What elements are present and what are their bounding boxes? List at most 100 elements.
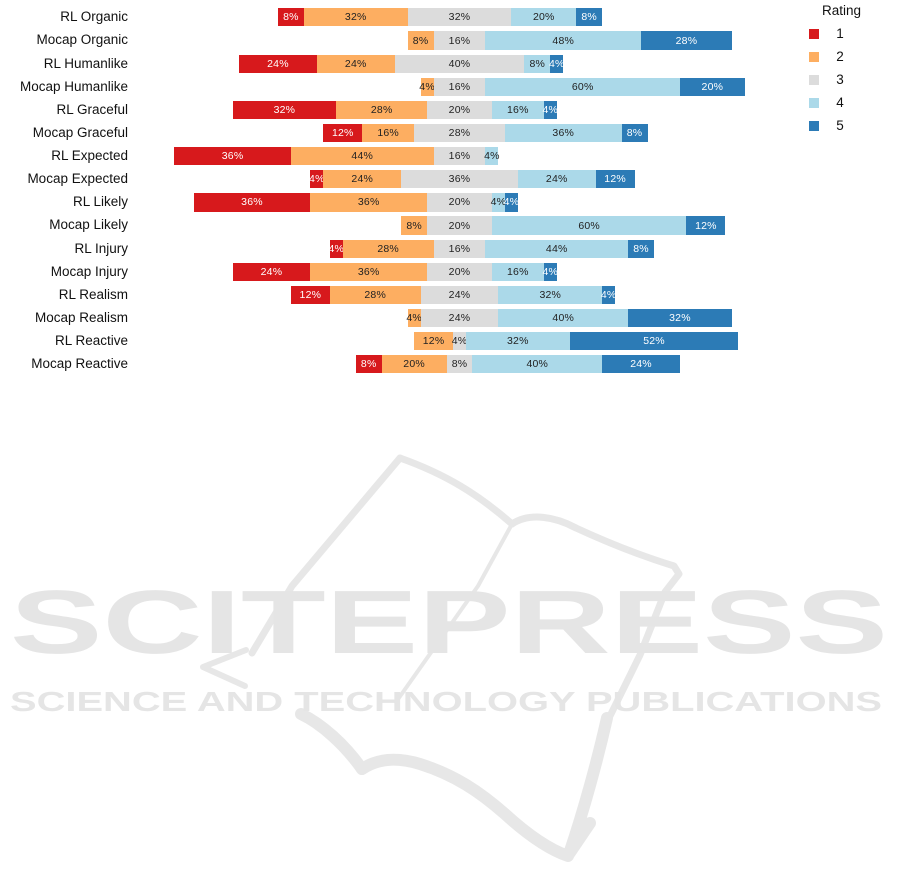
value-label: 20%: [403, 358, 425, 371]
bar-segment-rating-1: 12%: [290, 285, 330, 305]
legend-swatch-3: [809, 74, 819, 85]
watermark-title: SCITEPRESS: [10, 573, 888, 673]
row-label-rl-expected: RL Expected: [51, 148, 128, 164]
value-label: 20%: [532, 11, 555, 24]
legend-swatch-1: [809, 28, 819, 39]
bar-segment-rating-2: 24%: [316, 54, 395, 73]
row-label-rl-graceful: RL Graceful: [56, 101, 128, 117]
value-label: 12%: [331, 127, 354, 140]
value-label: 60%: [571, 80, 594, 93]
value-label: 24%: [448, 288, 471, 301]
value-label: 44%: [351, 150, 374, 163]
value-label: 8%: [451, 358, 468, 371]
value-label: 24%: [545, 173, 568, 186]
bar-segment-rating-5: 8%: [621, 123, 648, 143]
bar-segment-rating-1: 4%: [309, 170, 324, 189]
value-label: 20%: [448, 219, 471, 232]
legend-title: Rating: [822, 3, 862, 18]
value-label: 36%: [221, 150, 244, 163]
value-label: 28%: [370, 103, 393, 116]
value-label: 8%: [581, 11, 597, 24]
legend-label-3: 3: [836, 71, 844, 87]
value-label: 8%: [633, 242, 649, 255]
bar-segment-rating-2: 8%: [401, 216, 428, 235]
row-label-mocap-reactive: Mocap Reactive: [31, 356, 128, 372]
value-label: 4%: [490, 196, 507, 209]
bar-segment-rating-3: 20%: [427, 193, 492, 212]
value-label: 12%: [299, 288, 322, 301]
bar-segment-rating-4: 40%: [498, 308, 629, 328]
bar-segment-rating-4: 32%: [465, 332, 570, 351]
value-label: 32%: [344, 11, 367, 24]
bar-segment-rating-4: 16%: [491, 100, 544, 119]
row-label-mocap-realism: Mocap Realism: [34, 309, 128, 325]
bar-segment-rating-2: 36%: [310, 193, 428, 212]
value-label: 36%: [357, 196, 380, 209]
bar-segment-rating-3: 36%: [401, 170, 518, 189]
value-label: 20%: [448, 265, 471, 278]
value-label: 32%: [507, 335, 529, 348]
bar-segment-rating-5: 4%: [503, 193, 520, 212]
bar-segment-rating-5: 12%: [686, 216, 726, 235]
bar-segment-rating-3: 20%: [427, 262, 492, 281]
bar-segment-rating-3: 24%: [420, 308, 499, 328]
value-label: 28%: [377, 242, 399, 255]
value-label: 36%: [357, 265, 380, 278]
bar-segment-rating-1: 8%: [355, 355, 382, 374]
bar-segment-rating-1: 4%: [329, 239, 344, 258]
value-label: 32%: [669, 312, 691, 325]
bar-segment-rating-2: 12%: [414, 332, 453, 351]
value-label: 4%: [542, 103, 559, 116]
value-label: 40%: [448, 57, 471, 70]
bar-segment-rating-1: 36%: [174, 147, 291, 166]
bar-segment-rating-4: 4%: [490, 193, 507, 212]
bar-segment-rating-2: 44%: [290, 147, 434, 166]
legend-label-5: 5: [836, 118, 844, 133]
value-label: 16%: [448, 242, 471, 255]
value-label: 28%: [448, 127, 471, 140]
value-label: 20%: [448, 103, 471, 116]
value-label: 8%: [283, 11, 299, 24]
value-label: 4%: [600, 288, 617, 301]
value-label: 32%: [539, 288, 562, 301]
bar-segment-rating-2: 24%: [323, 170, 402, 189]
row-label-mocap-injury: Mocap Injury: [50, 263, 128, 279]
bar-segment-rating-3: 24%: [420, 285, 499, 305]
bar-segment-rating-5: 8%: [628, 239, 654, 258]
legend-swatch-5: [809, 121, 819, 131]
bar-segment-rating-3: 20%: [427, 216, 492, 235]
value-label: 16%: [448, 80, 471, 93]
value-label: 44%: [545, 242, 568, 255]
value-label: 4%: [503, 196, 520, 209]
value-label: 16%: [507, 265, 529, 278]
bar-segment-rating-2: 28%: [336, 100, 428, 119]
value-label: 32%: [273, 103, 296, 116]
bar-segment-rating-4: 4%: [484, 147, 500, 166]
bar-segment-rating-2: 20%: [381, 355, 447, 374]
value-label: 24%: [351, 173, 374, 186]
bar-segment-rating-2: 4%: [419, 77, 435, 96]
bar-segment-rating-2: 4%: [406, 308, 422, 328]
row-label-mocap-humanlike: Mocap Humanlike: [19, 78, 128, 94]
value-label: 4%: [484, 150, 500, 163]
value-label: 4%: [451, 335, 468, 348]
bar-segment-rating-5: 4%: [549, 54, 564, 73]
bar-segment-rating-5: 12%: [595, 170, 635, 189]
row-label-rl-realism: RL Realism: [58, 286, 128, 302]
bar-segment-rating-4: 60%: [491, 216, 687, 235]
value-label: 28%: [675, 34, 698, 47]
value-label: 8%: [406, 219, 422, 232]
bar-segment-rating-5: 32%: [628, 308, 732, 328]
value-label: 8%: [360, 358, 377, 371]
bar-segment-rating-3: 4%: [451, 332, 468, 351]
legend-label-4: 4: [836, 94, 844, 110]
row-label-rl-injury: RL Injury: [74, 240, 128, 256]
row-label-rl-likely: RL Likely: [72, 194, 128, 210]
row-label-mocap-expected: Mocap Expected: [27, 171, 128, 187]
bar-segment-rating-5: 24%: [602, 355, 680, 374]
bar-segment-rating-1: 36%: [193, 193, 311, 212]
bar-segment-rating-4: 48%: [485, 31, 642, 50]
value-label: 4%: [542, 265, 559, 278]
bar-segment-rating-3: 16%: [433, 31, 486, 50]
